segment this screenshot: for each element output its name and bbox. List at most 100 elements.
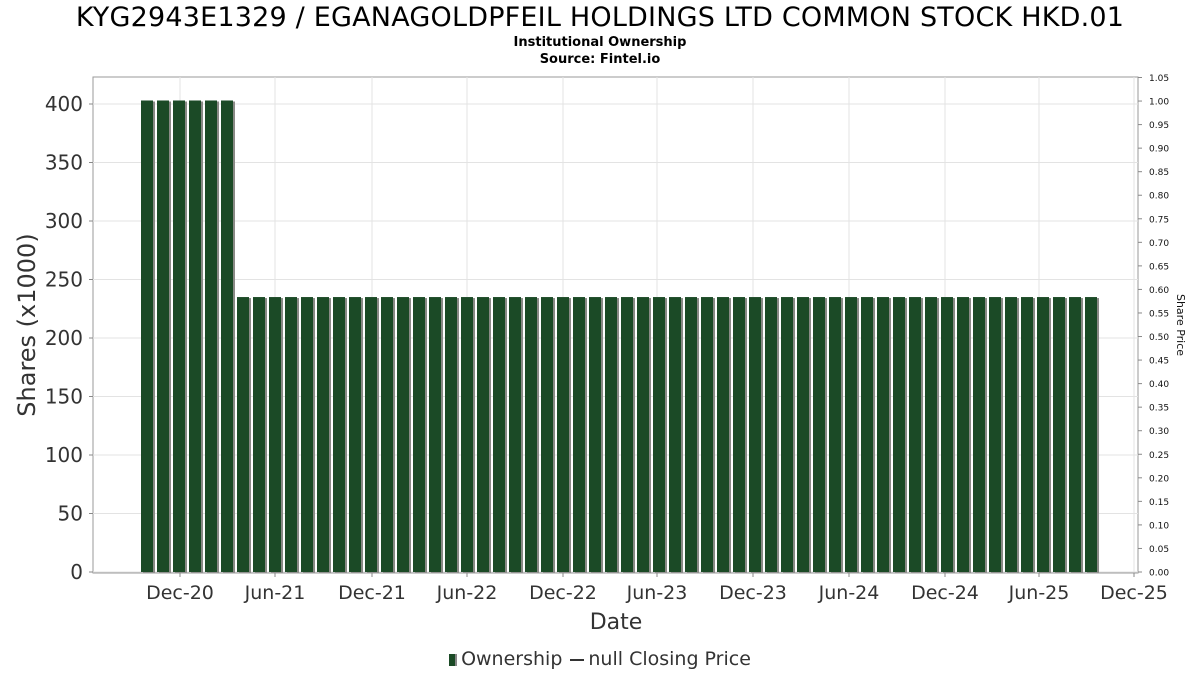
legend-ownership-label: Ownership	[461, 648, 563, 670]
ownership-bar	[909, 297, 921, 572]
y-tick-label: 300	[45, 209, 83, 233]
ownership-bar	[829, 297, 841, 572]
y2-tick-label: 0.35	[1149, 404, 1169, 414]
x-tick-label: Dec-25	[1100, 582, 1168, 604]
ownership-bar	[1005, 297, 1017, 572]
y2-tick-label: 1.00	[1149, 98, 1169, 108]
ownership-bar	[813, 297, 825, 572]
ownership-bar	[925, 297, 937, 572]
ownership-bar	[333, 297, 345, 572]
ownership-bar	[189, 100, 201, 573]
ownership-bar	[989, 297, 1001, 572]
x-axis-label: Date	[590, 610, 643, 635]
y2-tick-label: 0.10	[1149, 521, 1169, 531]
ownership-bar	[397, 297, 409, 572]
ownership-bar	[413, 297, 425, 572]
y2-tick-label: 0.20	[1149, 474, 1169, 484]
legend-ownership-swatch	[449, 653, 458, 666]
y2-tick-label: 0.75	[1149, 215, 1169, 225]
ownership-bar	[253, 297, 265, 572]
ownership-bar	[781, 297, 793, 572]
ownership-bar	[1037, 297, 1049, 572]
chart-legend: Ownership null Closing Price	[0, 648, 1200, 670]
y-tick-label: 0	[70, 560, 83, 584]
ownership-bar	[701, 297, 713, 572]
ownership-bar	[685, 297, 697, 572]
ownership-bar	[285, 297, 297, 572]
y2-tick-label: 0.40	[1149, 380, 1169, 390]
y2-axis-label: Share Price	[1174, 294, 1187, 356]
legend-price-swatch	[570, 658, 585, 661]
ownership-bar	[973, 297, 985, 572]
y-tick-label: 400	[45, 92, 83, 116]
ownership-bar	[525, 297, 537, 572]
ownership-bar	[765, 297, 777, 572]
y2-tick-label: 0.45	[1149, 357, 1169, 367]
y-tick-label: 200	[45, 326, 83, 350]
ownership-bar	[461, 297, 473, 572]
y2-tick-label: 0.15	[1149, 498, 1169, 508]
ownership-bar	[269, 297, 281, 572]
x-tick-label: Dec-21	[338, 582, 406, 604]
x-tick-label: Jun-21	[244, 582, 306, 604]
ownership-bar	[589, 297, 601, 572]
ownership-bar	[893, 297, 905, 572]
x-tick-label: Dec-24	[911, 582, 979, 604]
ownership-bar	[429, 297, 441, 572]
ownership-bar	[749, 297, 761, 572]
chart-source: Source: Fintel.io	[539, 52, 661, 67]
x-tick-label: Jun-25	[1008, 582, 1070, 604]
y2-tick-label: 0.95	[1149, 121, 1169, 131]
y-tick-label: 150	[45, 385, 83, 409]
ownership-bar	[733, 297, 745, 572]
x-tick-label: Dec-22	[529, 582, 597, 604]
ownership-bar	[477, 297, 489, 572]
ownership-bar	[365, 297, 377, 572]
y2-tick-label: 0.70	[1149, 239, 1169, 249]
ownership-bar	[877, 297, 889, 572]
ownership-bar	[653, 297, 665, 572]
ownership-bar	[669, 297, 681, 572]
ownership-bar	[557, 297, 569, 572]
y-tick-label: 50	[58, 502, 83, 526]
y2-tick-label: 1.05	[1149, 74, 1169, 84]
y2-tick-label: 0.90	[1149, 145, 1169, 155]
ownership-bar	[957, 297, 969, 572]
ownership-bar	[205, 100, 217, 573]
ownership-bar	[797, 297, 809, 572]
ownership-bar	[301, 297, 313, 572]
y-tick-label: 250	[45, 268, 83, 292]
y-tick-label: 100	[45, 443, 83, 467]
ownership-bar	[445, 297, 457, 572]
ownership-bar	[157, 100, 169, 573]
y2-tick-label: 0.65	[1149, 262, 1169, 272]
ownership-bar	[1021, 297, 1033, 572]
ownership-bar	[637, 297, 649, 572]
y2-tick-label: 0.60	[1149, 286, 1169, 296]
ownership-bar	[845, 297, 857, 572]
chart-title: KYG2943E1329 / EGANAGOLDPFEIL HOLDINGS L…	[75, 2, 1125, 33]
ownership-bar	[317, 297, 329, 572]
x-tick-label: Jun-22	[436, 582, 498, 604]
ownership-bar	[349, 297, 361, 572]
y2-tick-label: 0.80	[1149, 192, 1169, 202]
x-tick-label: Jun-23	[626, 582, 688, 604]
x-tick-label: Dec-20	[146, 582, 214, 604]
y-axis-label: Shares (x1000)	[13, 233, 41, 416]
y2-tick-label: 0.05	[1149, 545, 1169, 555]
ownership-bar	[621, 297, 633, 572]
x-tick-label: Jun-24	[818, 582, 880, 604]
ownership-bar	[717, 297, 729, 572]
chart-subtitle: Institutional Ownership	[513, 35, 687, 50]
ownership-bar	[1085, 297, 1097, 572]
ownership-bar	[573, 297, 585, 572]
ownership-bar	[1053, 297, 1065, 572]
ownership-bar	[493, 297, 505, 572]
y-tick-label: 350	[45, 151, 83, 175]
x-tick-label: Dec-23	[719, 582, 787, 604]
ownership-bar	[221, 100, 233, 573]
ownership-bar	[173, 100, 185, 573]
ownership-bar	[541, 297, 553, 572]
y2-tick-label: 0.25	[1149, 451, 1169, 461]
legend-price-label: null Closing Price	[588, 648, 751, 670]
